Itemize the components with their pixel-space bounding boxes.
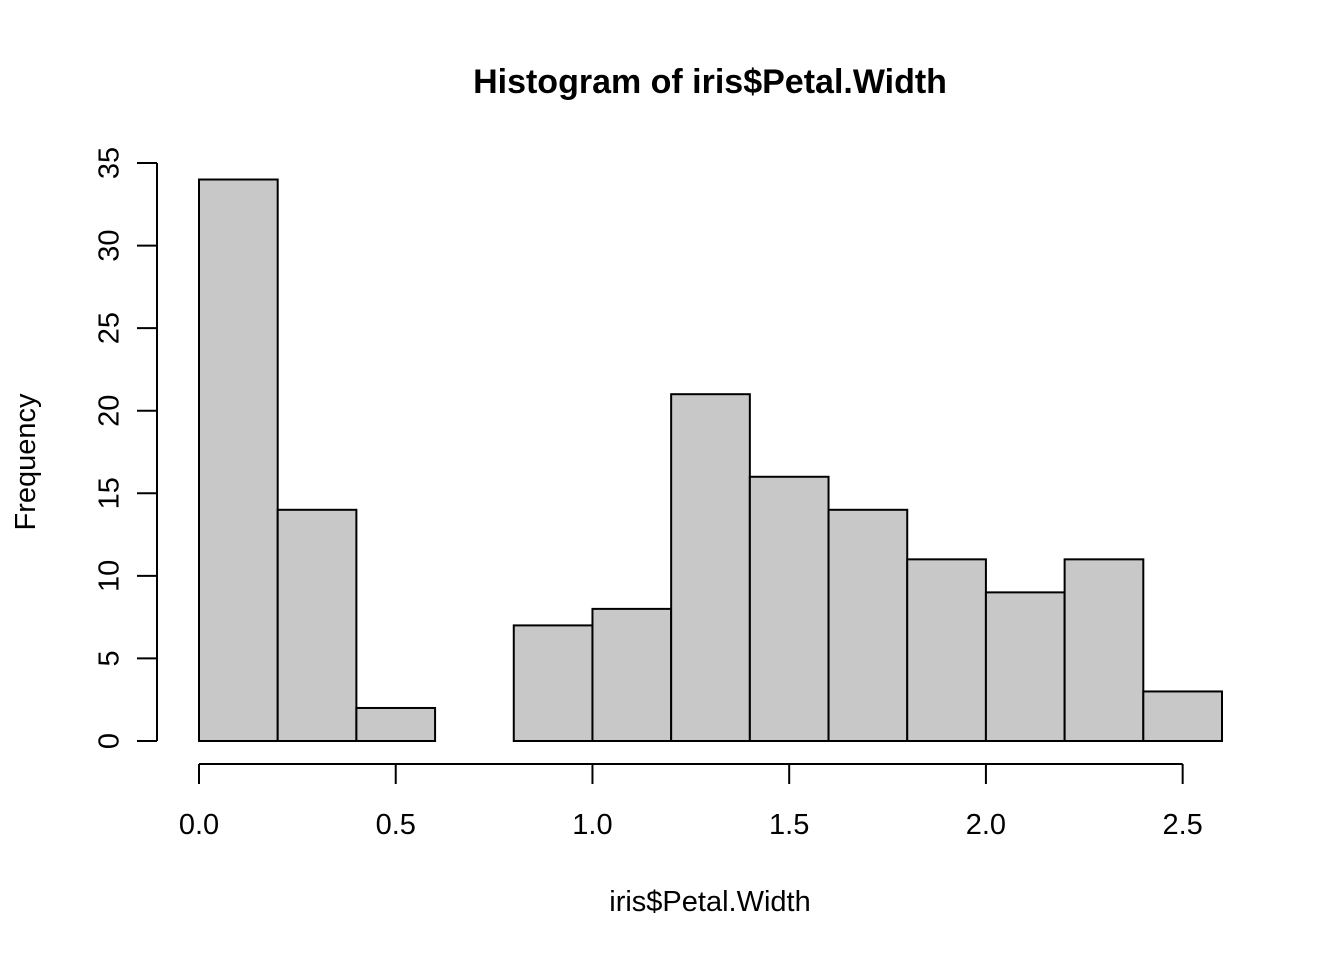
histogram-bar-2 [355, 706, 437, 743]
y-axis: 0 5 10 15 20 25 30 35 [94, 147, 158, 749]
x-axis: 0.0 0.5 1.0 1.5 2.0 2.5 [179, 763, 1203, 841]
x-tick-label: 1.0 [572, 809, 612, 841]
x-axis-label: iris$Petal.Width [609, 886, 810, 918]
y-tick-label: 30 [94, 229, 126, 261]
histogram-bar-9 [906, 558, 987, 742]
histogram-bar-11 [1063, 558, 1145, 742]
x-tick-label: 2.0 [966, 809, 1006, 841]
y-tick-label: 35 [94, 147, 126, 179]
y-tick-label: 5 [94, 650, 126, 666]
bars-group [198, 178, 1224, 743]
x-tick-label: 0.5 [376, 809, 416, 841]
chart-title: Histogram of iris$Petal.Width [473, 63, 947, 101]
x-tick-label: 1.5 [769, 809, 809, 841]
y-tick-label: 0 [94, 733, 126, 749]
histogram-bar-6 [670, 393, 751, 742]
x-tick-label: 2.5 [1162, 809, 1202, 841]
histogram-bar-8 [827, 508, 909, 742]
histogram-bar-5 [591, 607, 673, 743]
y-tick-label: 20 [94, 395, 126, 427]
y-tick-label: 25 [94, 312, 126, 344]
histogram-bar-1 [276, 508, 358, 742]
x-tick-label: 0.0 [179, 809, 219, 841]
histogram-bar-0 [198, 178, 279, 742]
histogram-bar-10 [984, 591, 1066, 742]
histogram-bar-12 [1142, 690, 1224, 743]
y-tick-label: 15 [94, 477, 126, 509]
histogram-bar-7 [748, 475, 830, 742]
y-tick-label: 10 [94, 560, 126, 592]
histogram-bar-4 [512, 624, 594, 743]
y-axis-label: Frequency [10, 393, 42, 531]
